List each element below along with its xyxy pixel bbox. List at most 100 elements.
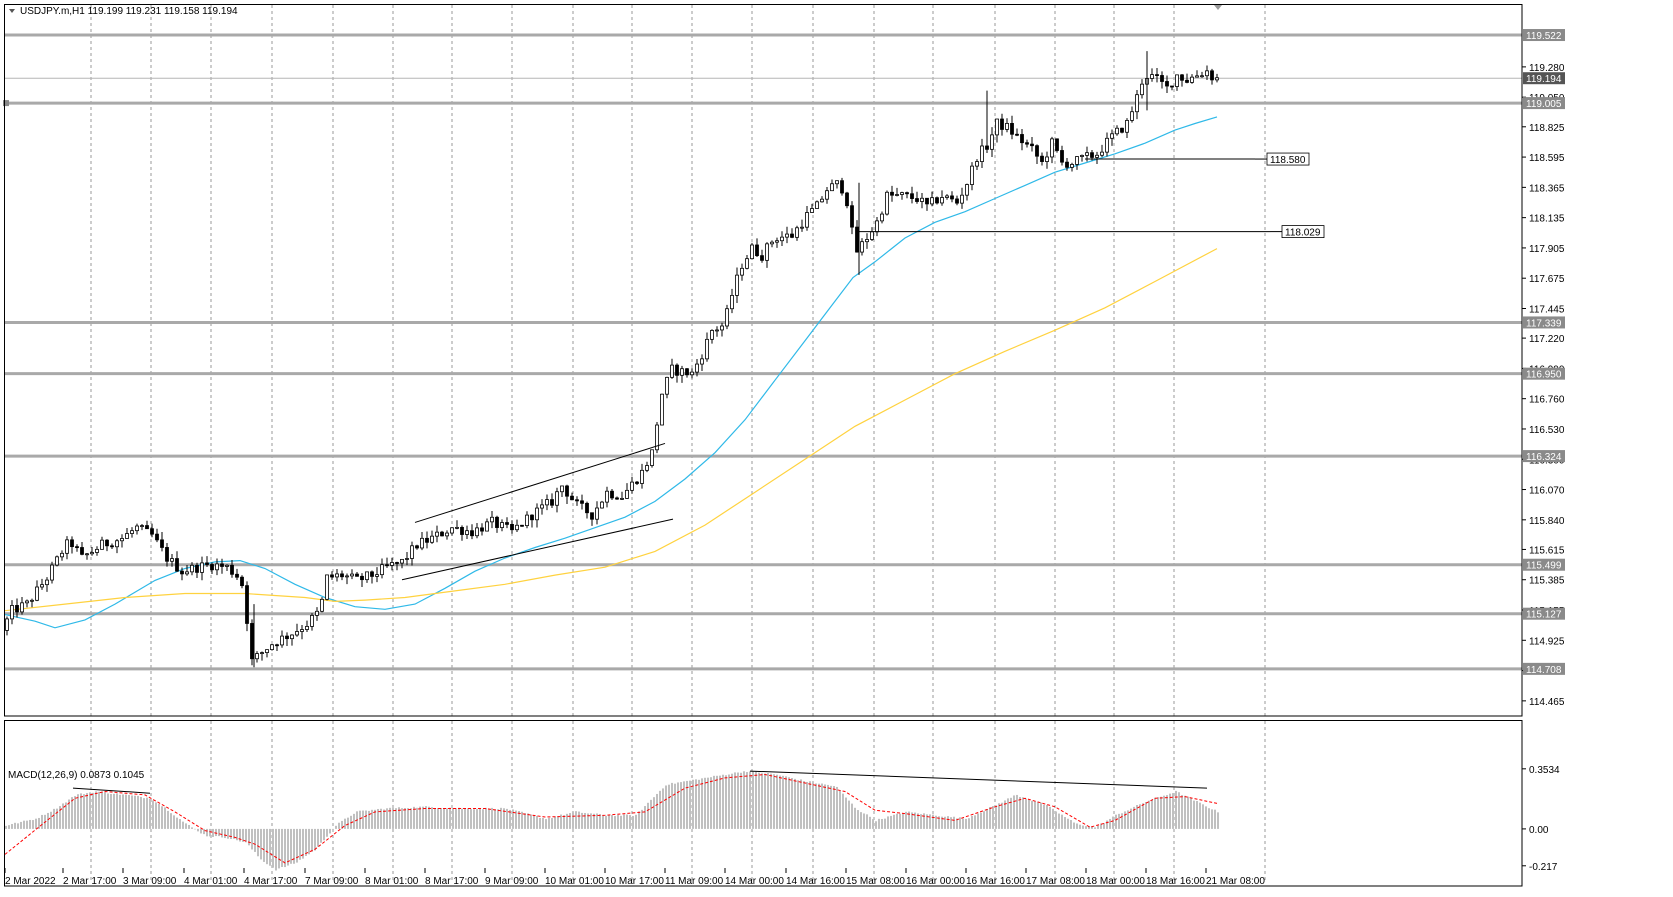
- candle-bull: [715, 329, 719, 332]
- macd-bar: [716, 775, 718, 829]
- macd-bar: [737, 772, 739, 829]
- level-price-tag: [1523, 367, 1565, 380]
- y-tick-label: 118.135: [1529, 214, 1565, 225]
- level-price-label: 114.708: [1526, 665, 1562, 676]
- candle-bull: [265, 649, 269, 653]
- macd-bar: [1037, 802, 1039, 829]
- macd-bar: [128, 795, 130, 829]
- trendline: [401, 518, 674, 581]
- candle-bear: [150, 528, 154, 535]
- macd-frame: [4, 720, 1523, 887]
- x-tick-label: 21 Mar 08:00: [1206, 876, 1265, 887]
- macd-bar: [1145, 802, 1147, 829]
- macd-bar: [1013, 795, 1015, 829]
- macd-bar: [1130, 808, 1132, 829]
- candle-bull: [735, 274, 739, 296]
- macd-bar: [578, 811, 580, 829]
- macd-bar: [194, 828, 196, 830]
- candle-bear: [910, 193, 914, 199]
- candle-bull: [730, 294, 734, 310]
- line-price-tag: [1266, 152, 1310, 166]
- macd-bar: [5, 825, 7, 829]
- candle-bear: [275, 644, 279, 647]
- candle-bull: [620, 497, 624, 500]
- candle-bull: [1105, 137, 1109, 153]
- macd-bar: [1076, 823, 1078, 829]
- candle-bull: [995, 118, 999, 136]
- macd-bar: [1091, 826, 1093, 829]
- candle-bull: [380, 564, 384, 576]
- candle-bull: [140, 525, 144, 527]
- candle-bull: [920, 197, 924, 202]
- macd-bar: [1169, 793, 1171, 829]
- y-tick-label: 115.840: [1529, 516, 1565, 527]
- macd-bar: [1025, 798, 1027, 829]
- macd-bar: [1118, 813, 1120, 829]
- candle-bull: [465, 530, 469, 535]
- macd-bar: [626, 814, 628, 829]
- macd-bar: [1031, 800, 1033, 829]
- macd-bar: [476, 808, 478, 829]
- candle-bull: [115, 540, 119, 548]
- macd-bar: [779, 775, 781, 829]
- candle-bull: [780, 236, 784, 242]
- macd-bar: [89, 792, 91, 829]
- candle-bull: [375, 574, 379, 577]
- macd-bar: [287, 828, 289, 866]
- candle-bull: [305, 626, 309, 630]
- candle-bull: [695, 363, 699, 373]
- macd-bar: [1040, 802, 1042, 829]
- macd-bar: [422, 806, 424, 829]
- macd-bar: [500, 807, 502, 829]
- candle-bull: [745, 258, 749, 269]
- macd-bar: [152, 800, 154, 829]
- macd-bar: [752, 771, 754, 829]
- level-price-label: 119.522: [1526, 31, 1562, 42]
- macd-bar: [860, 812, 862, 829]
- macd-bar: [233, 828, 235, 839]
- macd-bar: [1181, 795, 1183, 829]
- candle-bear: [220, 563, 224, 567]
- candle-bull: [260, 652, 264, 654]
- candle-bull: [515, 524, 519, 531]
- level-price-tag: [1523, 558, 1565, 571]
- macd-bar: [596, 813, 598, 829]
- macd-bar: [755, 771, 757, 829]
- macd-bar: [248, 828, 250, 846]
- macd-bar: [539, 817, 541, 829]
- macd-bar: [836, 786, 838, 829]
- macd-bar: [1079, 824, 1081, 829]
- macd-bar: [1109, 818, 1111, 829]
- macd-bar: [971, 815, 973, 829]
- macd-bar: [416, 807, 418, 829]
- macd-bar: [101, 791, 103, 829]
- y-tick-label: 118.365: [1529, 183, 1565, 194]
- macd-bar: [1067, 818, 1069, 829]
- time-axis: 2 Mar 2022 2 Mar 17:00 3 Mar 09:00 4 Mar 01…: [4, 868, 1265, 887]
- macd-bar: [38, 817, 40, 829]
- macd-bar: [188, 824, 190, 829]
- candle-bear: [580, 500, 584, 504]
- macd-bar: [734, 772, 736, 829]
- macd-bar: [455, 808, 457, 829]
- candle-bull: [740, 267, 744, 276]
- macd-bar: [863, 813, 865, 829]
- candle-bear: [1120, 127, 1124, 133]
- macd-bar: [1022, 797, 1024, 829]
- macd-bar: [683, 781, 685, 829]
- candle-bear: [1185, 79, 1189, 83]
- macd-bar: [221, 828, 223, 838]
- macd-bar: [692, 779, 694, 829]
- candle-bear: [1065, 161, 1069, 168]
- macd-bar: [254, 828, 256, 852]
- candle-bull: [930, 197, 934, 205]
- candle-bull: [1050, 138, 1054, 158]
- candle-bull: [945, 195, 949, 198]
- macd-bar: [1115, 814, 1117, 829]
- macd-bar: [137, 795, 139, 829]
- macd-bar: [323, 828, 325, 841]
- candle-bull: [85, 553, 89, 556]
- candle-bull: [485, 521, 489, 532]
- level-price-label: 115.499: [1526, 561, 1562, 572]
